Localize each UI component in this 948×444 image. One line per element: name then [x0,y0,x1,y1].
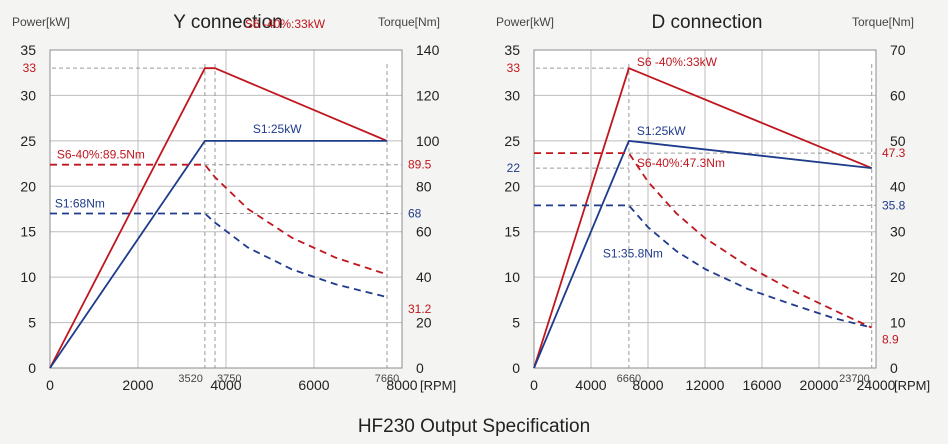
series-label: S6 -40%:33kW [245,17,326,31]
y-right-tick-label: 0 [890,360,898,376]
value-label: 8.9 [882,333,899,347]
speed-mark-label: 23700 [839,373,870,385]
y-left-tick-label: 5 [512,315,520,331]
y-right-tick-label: 60 [416,224,432,240]
series-label: S1:35.8Nm [603,246,663,260]
chart-title: D connection [652,12,763,33]
y-left-tick-label: 5 [28,315,36,331]
value-label: 33 [507,61,521,75]
y-left-tick-label: 10 [20,269,36,285]
value-label: 68 [408,207,422,221]
value-label: 31.2 [408,302,432,316]
series-label: S6-40%:47.3Nm [637,156,725,170]
y-right-tick-label: 120 [416,87,440,103]
series-label: S1:25kW [637,124,686,138]
x-tick-label: 24000 [857,377,896,393]
series-line [534,204,872,329]
y-right-tick-label: 60 [890,87,906,103]
y-axis-left-label: Power[kW] [496,15,554,29]
y-right-tick-label: 10 [890,315,906,331]
y-left-tick-label: 35 [20,42,36,58]
x-tick-label: 0 [46,377,54,393]
x-tick-label: 12000 [686,377,725,393]
value-label: 89.5 [408,158,432,172]
value-label: 47.3 [882,146,906,160]
series-line [50,163,388,276]
speed-mark-label: 6660 [617,373,641,385]
y-left-tick-label: 20 [20,178,36,194]
y-left-tick-label: 30 [504,87,520,103]
y-right-tick-label: 50 [890,133,906,149]
x-tick-label: 8000 [386,377,417,393]
x-tick-label: 2000 [122,377,153,393]
chart-title: Y connection [173,12,283,33]
value-label: 33 [23,61,37,75]
y-right-tick-label: 70 [890,42,906,58]
y-left-tick-label: 25 [504,133,520,149]
x-tick-label: 16000 [743,377,782,393]
figure-caption: HF230 Output Specification [357,416,591,437]
series-line [49,139,387,369]
series-label: S6 -40%:33kW [637,55,718,69]
value-label: 22 [507,161,521,175]
series-label: S1:68Nm [55,197,105,211]
y-left-tick-label: 20 [504,178,520,194]
series-label: S6-40%:89.5Nm [57,148,145,162]
y-left-tick-label: 0 [512,360,520,376]
x-axis-unit-label: [RPM] [420,378,456,393]
x-tick-label: 4000 [575,377,606,393]
y-left-tick-label: 25 [20,133,36,149]
x-axis-unit-label: [RPM] [894,378,930,393]
y-right-tick-label: 80 [416,178,432,194]
series-line [534,152,873,329]
speed-mark-label: 7660 [375,373,399,385]
x-tick-label: 6000 [298,377,329,393]
y-axis-right-label: Torque[Nm] [378,15,440,29]
y-right-tick-label: 20 [890,269,906,285]
series-line [50,212,388,298]
x-tick-label: 8000 [632,377,663,393]
speed-mark-label: 3750 [217,373,241,385]
y-right-tick-label: 40 [416,269,432,285]
series-line [533,67,873,369]
y-left-tick-label: 0 [28,360,36,376]
plot-border [49,49,403,369]
y-left-tick-label: 30 [20,87,36,103]
y-axis-right-label: Torque[Nm] [852,15,914,29]
y-right-tick-label: 20 [416,315,432,331]
x-tick-label: 20000 [800,377,839,393]
y-right-tick-label: 0 [416,360,424,376]
value-label: 35.8 [882,198,906,212]
y-left-tick-label: 35 [504,42,520,58]
y-right-tick-label: 140 [416,42,440,58]
y-right-tick-label: 40 [890,178,906,194]
y-left-tick-label: 10 [504,269,520,285]
x-tick-label: 4000 [210,377,241,393]
y-left-tick-label: 15 [504,224,520,240]
series-line [533,139,872,369]
x-tick-label: 0 [530,377,538,393]
plot-border [533,49,877,369]
y-right-tick-label: 30 [890,224,906,240]
y-axis-left-label: Power[kW] [12,15,70,29]
y-left-tick-label: 15 [20,224,36,240]
series-line [49,67,388,369]
speed-mark-label: 3520 [178,373,202,385]
y-right-tick-label: 100 [416,133,440,149]
series-label: S1:25kW [253,122,302,136]
